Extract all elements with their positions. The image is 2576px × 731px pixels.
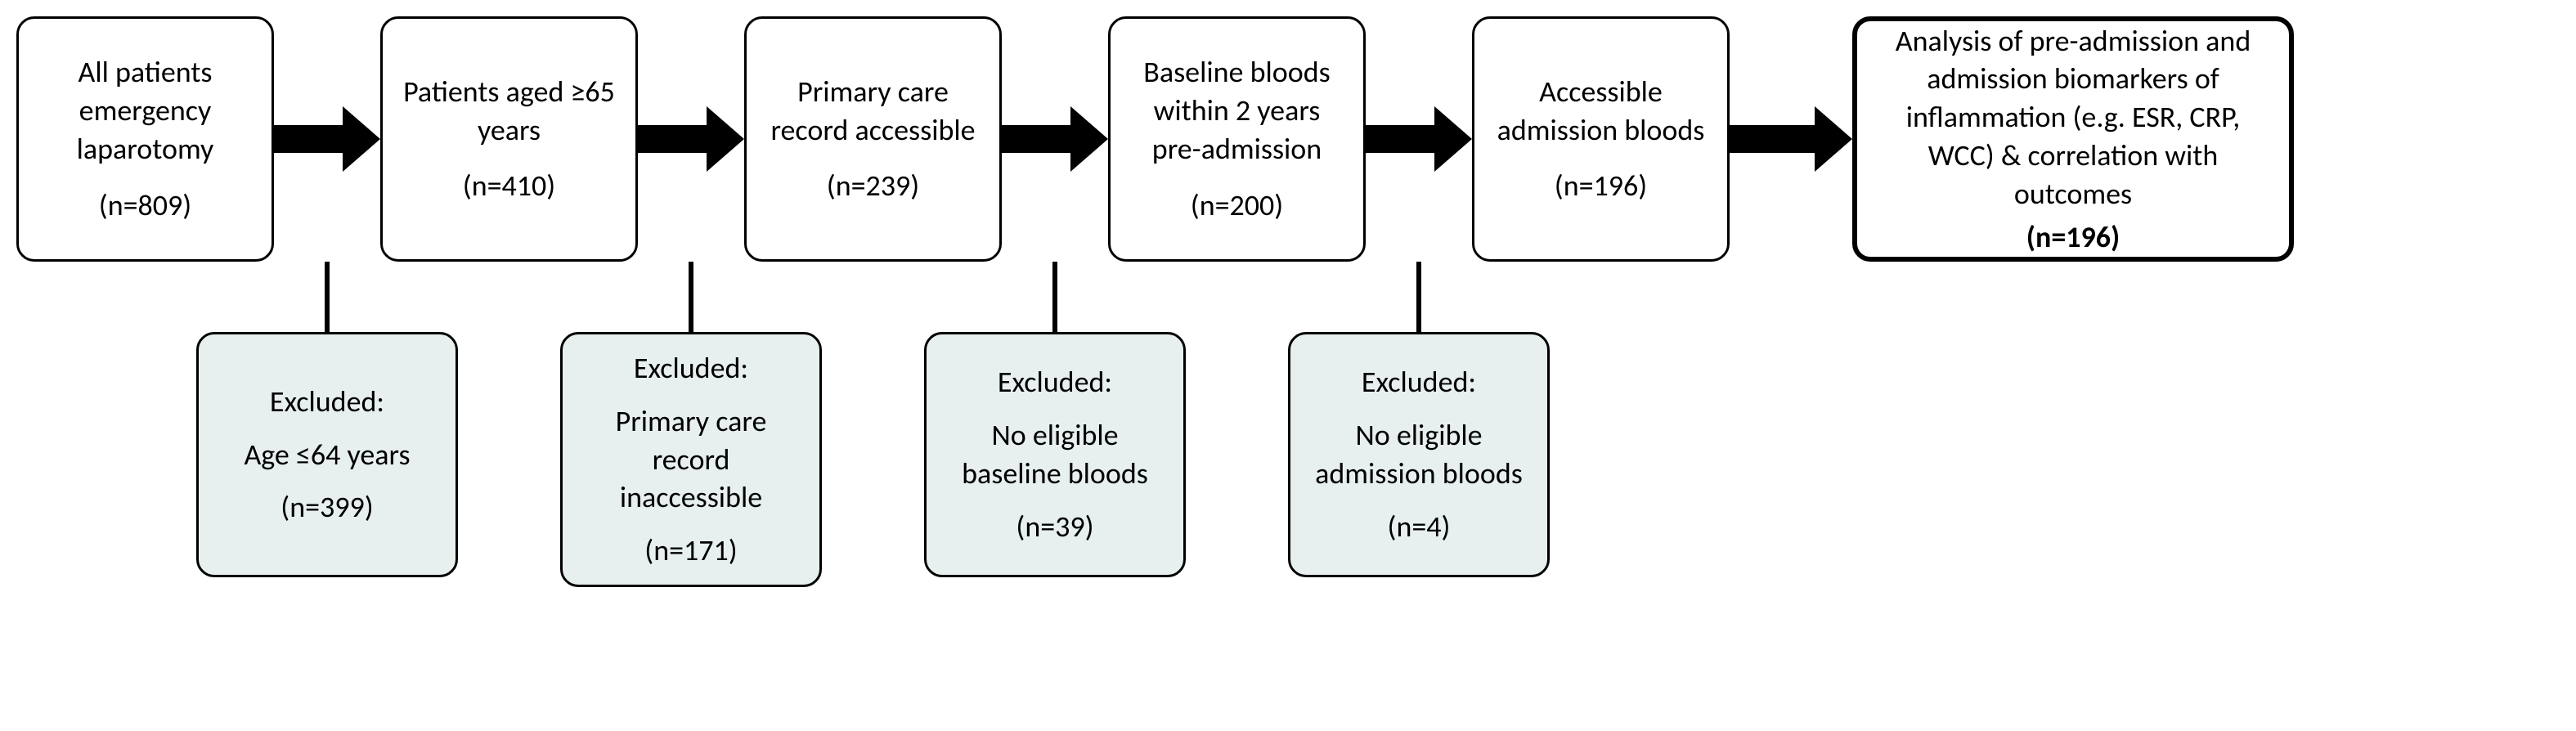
stage-final: Analysis of pre-admission and admission … <box>1852 16 2294 262</box>
exclusion-header: Excluded: <box>998 363 1112 401</box>
connector-4: Excluded: No eligible admission bloods (… <box>1366 16 1472 577</box>
exclusion-box-2: Excluded: Primary care record inaccessib… <box>560 332 822 587</box>
stage-count: (n=410) <box>463 167 555 205</box>
patient-flow-diagram: All patients emergency laparotomy (n=809… <box>16 16 2560 587</box>
arrow-icon <box>1730 114 1852 164</box>
stage-1: All patients emergency laparotomy (n=809… <box>16 16 274 262</box>
exclusion-count: (n=39) <box>1016 508 1093 546</box>
stage-label: Primary care record accessible <box>763 73 983 150</box>
stage-3: Primary care record accessible (n=239) <box>744 16 1002 262</box>
final-analysis-box: Analysis of pre-admission and admission … <box>1852 16 2294 262</box>
exclusion-dropline <box>325 262 330 335</box>
stage-label: Baseline bloods within 2 years pre-admis… <box>1127 53 1347 168</box>
exclusion-dropline <box>1052 262 1057 335</box>
stage-box-1: All patients emergency laparotomy (n=809… <box>16 16 274 262</box>
exclusion-box-4: Excluded: No eligible admission bloods (… <box>1288 332 1550 577</box>
exclusion-header: Excluded: <box>1362 363 1476 401</box>
stage-5: Accessible admission bloods (n=196) <box>1472 16 1730 262</box>
stage-count: (n=196) <box>1555 167 1647 205</box>
exclusion-dropline <box>1416 262 1421 335</box>
exclusion-count: (n=399) <box>280 488 373 527</box>
exclusion-count: (n=171) <box>644 531 737 570</box>
exclusion-body: No eligible admission bloods <box>1308 416 1529 493</box>
arrow-icon <box>638 114 744 164</box>
stage-label: All patients emergency laparotomy <box>35 53 255 168</box>
stage-count: (n=200) <box>1191 186 1283 225</box>
exclusion-header: Excluded: <box>634 349 748 388</box>
stage-box-2: Patients aged ≥65 years (n=410) <box>380 16 638 262</box>
exclusion-body: Age ≤64 years <box>244 436 410 474</box>
stage-2: Patients aged ≥65 years (n=410) <box>380 16 638 262</box>
stage-4: Baseline bloods within 2 years pre-admis… <box>1108 16 1366 262</box>
exclusion-count: (n=4) <box>1388 508 1451 546</box>
arrow-icon <box>1366 114 1472 164</box>
arrow-icon <box>1002 114 1108 164</box>
exclusion-box-1: Excluded: Age ≤64 years (n=399) <box>196 332 458 577</box>
exclusion-body: Primary care record inaccessible <box>581 402 801 517</box>
stage-box-5: Accessible admission bloods (n=196) <box>1472 16 1730 262</box>
stage-count: (n=809) <box>99 186 191 225</box>
exclusion-header: Excluded: <box>270 383 384 421</box>
exclusion-body: No eligible baseline bloods <box>945 416 1165 493</box>
arrow-icon <box>274 114 380 164</box>
final-count: (n=196) <box>2026 218 2120 257</box>
exclusion-dropline <box>689 262 693 335</box>
connector-final <box>1730 16 1852 262</box>
stage-box-4: Baseline bloods within 2 years pre-admis… <box>1108 16 1366 262</box>
final-label: Analysis of pre-admission and admission … <box>1880 22 2266 213</box>
stage-label: Patients aged ≥65 years <box>399 73 619 150</box>
connector-2: Excluded: Primary care record inaccessib… <box>638 16 744 587</box>
exclusion-box-3: Excluded: No eligible baseline bloods (n… <box>924 332 1186 577</box>
connector-3: Excluded: No eligible baseline bloods (n… <box>1002 16 1108 577</box>
stage-box-3: Primary care record accessible (n=239) <box>744 16 1002 262</box>
connector-1: Excluded: Age ≤64 years (n=399) <box>274 16 380 577</box>
stage-label: Accessible admission bloods <box>1491 73 1711 150</box>
stage-count: (n=239) <box>827 167 919 205</box>
